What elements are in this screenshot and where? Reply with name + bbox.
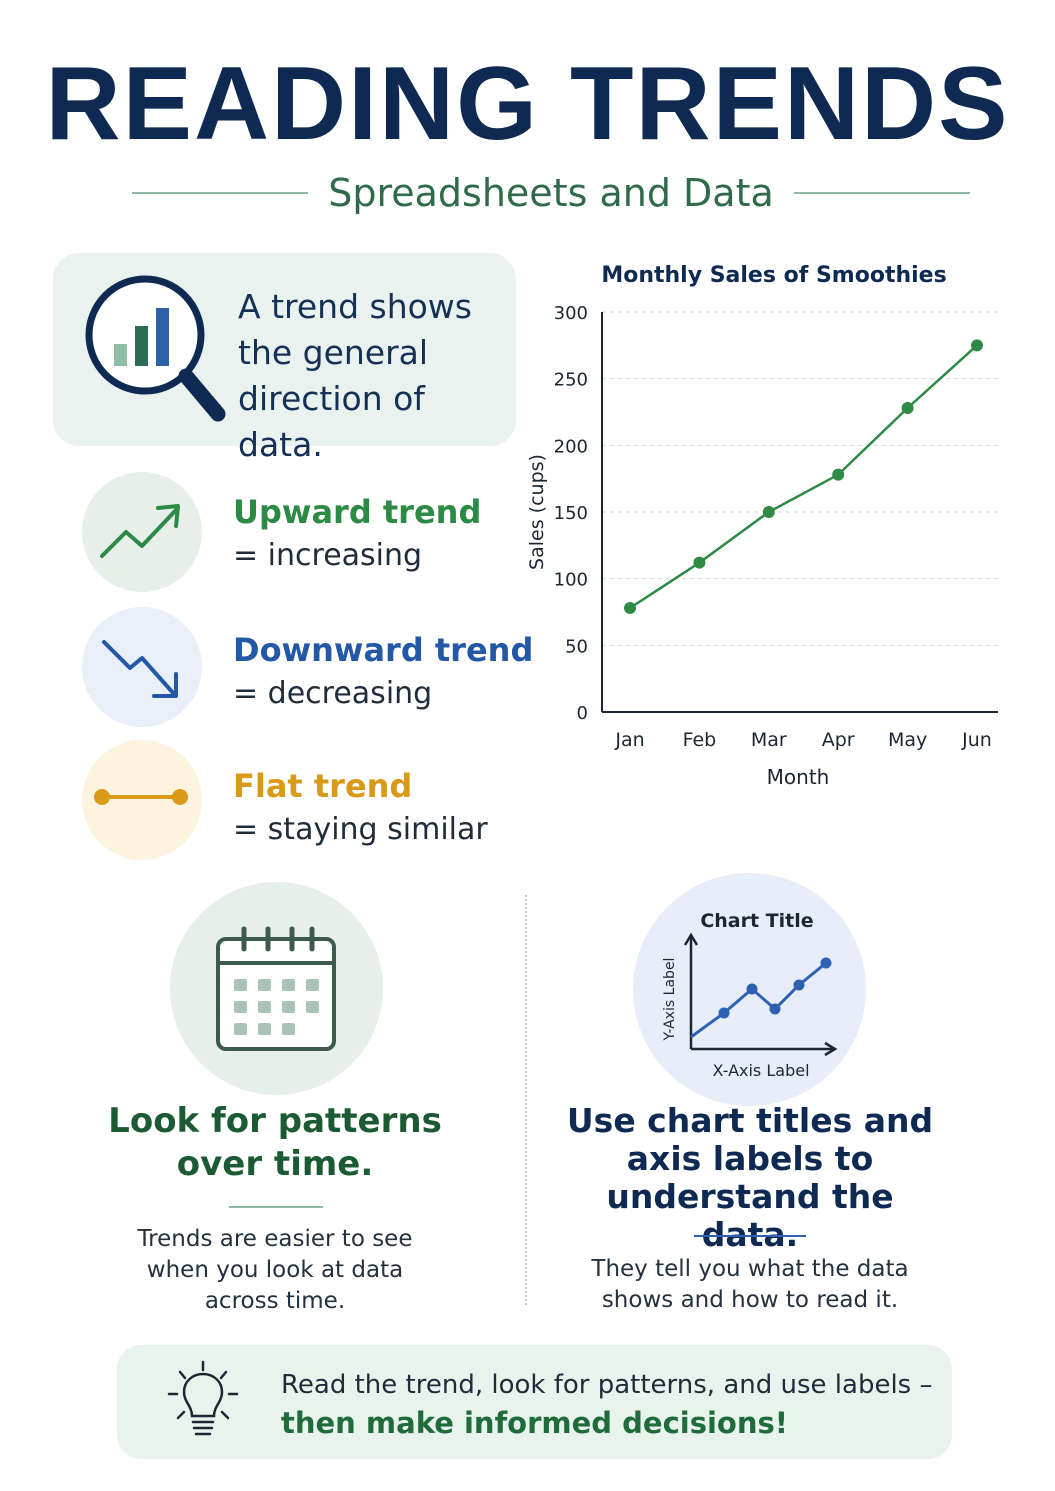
y-tick-label: 200 (554, 436, 588, 457)
chart-y-axis-label: Sales (cups) (526, 454, 548, 570)
trend-up-arrow-icon (100, 504, 180, 558)
x-tick-label: May (888, 729, 927, 751)
patterns-body: Trends are easier to see when you look a… (80, 1224, 470, 1317)
labeled-line-chart-icon: Chart Title Y-Axis Label X-Axis Label (662, 910, 838, 1080)
y-tick-label: 300 (554, 303, 588, 324)
data-point (693, 556, 706, 569)
takeaway-line1: Read the trend, look for patterns, and u… (281, 1370, 933, 1400)
page-title: READING TRENDS (45, 46, 1010, 162)
y-tick-label: 250 (554, 370, 588, 391)
x-tick-label: Jan (614, 729, 644, 751)
flat-trend-desc: = staying similar (233, 812, 488, 847)
patterns-rule (229, 1206, 323, 1208)
labels-heading-line2: axis labels to (626, 1139, 874, 1178)
x-tick-label: Jun (961, 729, 992, 751)
mini-chart-x-label: X-Axis Label (712, 1061, 809, 1080)
subtitle-rule-left (132, 192, 309, 194)
y-tick-label: 100 (554, 570, 588, 591)
lightbulb-icon (167, 1360, 239, 1436)
chart-x-axis-label: Month (767, 765, 830, 789)
series-line (629, 344, 978, 610)
y-tick-label: 50 (565, 636, 588, 657)
downward-trend-desc: = decreasing (233, 676, 433, 711)
chart-title: Monthly Sales of Smoothies (601, 263, 946, 288)
takeaway-line2: then make informed decisions! (281, 1406, 788, 1440)
calendar-icon (216, 926, 336, 1051)
trend-down-arrow-icon (102, 640, 178, 698)
y-tick-label: 0 (577, 703, 588, 724)
mini-chart-y-label: Y-Axis Label (662, 958, 678, 1042)
upward-trend-circle (82, 472, 202, 592)
upward-trend-desc: = increasing (233, 538, 423, 573)
labels-body-line1: They tell you what the data (591, 1256, 909, 1282)
page-subtitle: Spreadsheets and Data (328, 171, 774, 215)
patterns-heading-line2: over time. (176, 1144, 374, 1184)
mini-chart-title: Chart Title (700, 910, 813, 932)
labels-heading-line3: understand the data. (606, 1177, 894, 1254)
patterns-heading: Look for patterns over time. (80, 1100, 470, 1186)
upward-trend-name: Upward trend (233, 493, 482, 531)
labels-heading: Use chart titles and axis labels to unde… (560, 1102, 940, 1254)
patterns-heading-line1: Look for patterns (108, 1101, 442, 1141)
labels-rule (694, 1235, 806, 1237)
labels-body: They tell you what the data shows and ho… (560, 1254, 940, 1316)
flat-line-icon (94, 789, 188, 805)
labels-heading-line1: Use chart titles and (566, 1101, 934, 1140)
subtitle-row: Spreadsheets and Data (132, 170, 971, 216)
y-tick-label: 150 (554, 503, 588, 524)
x-tick-label: Feb (683, 729, 717, 751)
downward-trend-circle (82, 607, 202, 727)
labels-body-line2: shows and how to read it. (601, 1287, 899, 1313)
patterns-body-line3: across time. (204, 1288, 346, 1314)
data-point (624, 602, 636, 614)
x-tick-label: Mar (751, 729, 787, 751)
data-point (971, 339, 983, 352)
data-point (832, 468, 845, 481)
patterns-body-line1: Trends are easier to see (137, 1226, 413, 1252)
downward-trend-name: Downward trend (233, 631, 534, 669)
data-point (762, 506, 775, 518)
patterns-body-line2: when you look at data (146, 1257, 404, 1283)
smoothie-sales-chart: Monthly Sales of Smoothies 0 50 100 150 200 2… (526, 263, 998, 789)
magnifier-bar-chart-icon (85, 275, 226, 422)
column-divider (525, 895, 527, 1305)
flat-trend-name: Flat trend (233, 767, 413, 805)
takeaway-banner (117, 1345, 952, 1459)
subtitle-rule-right (793, 192, 971, 194)
data-point (901, 402, 914, 414)
x-tick-label: Apr (822, 729, 855, 751)
definition-text: A trend shows the general direction of d… (238, 287, 472, 464)
